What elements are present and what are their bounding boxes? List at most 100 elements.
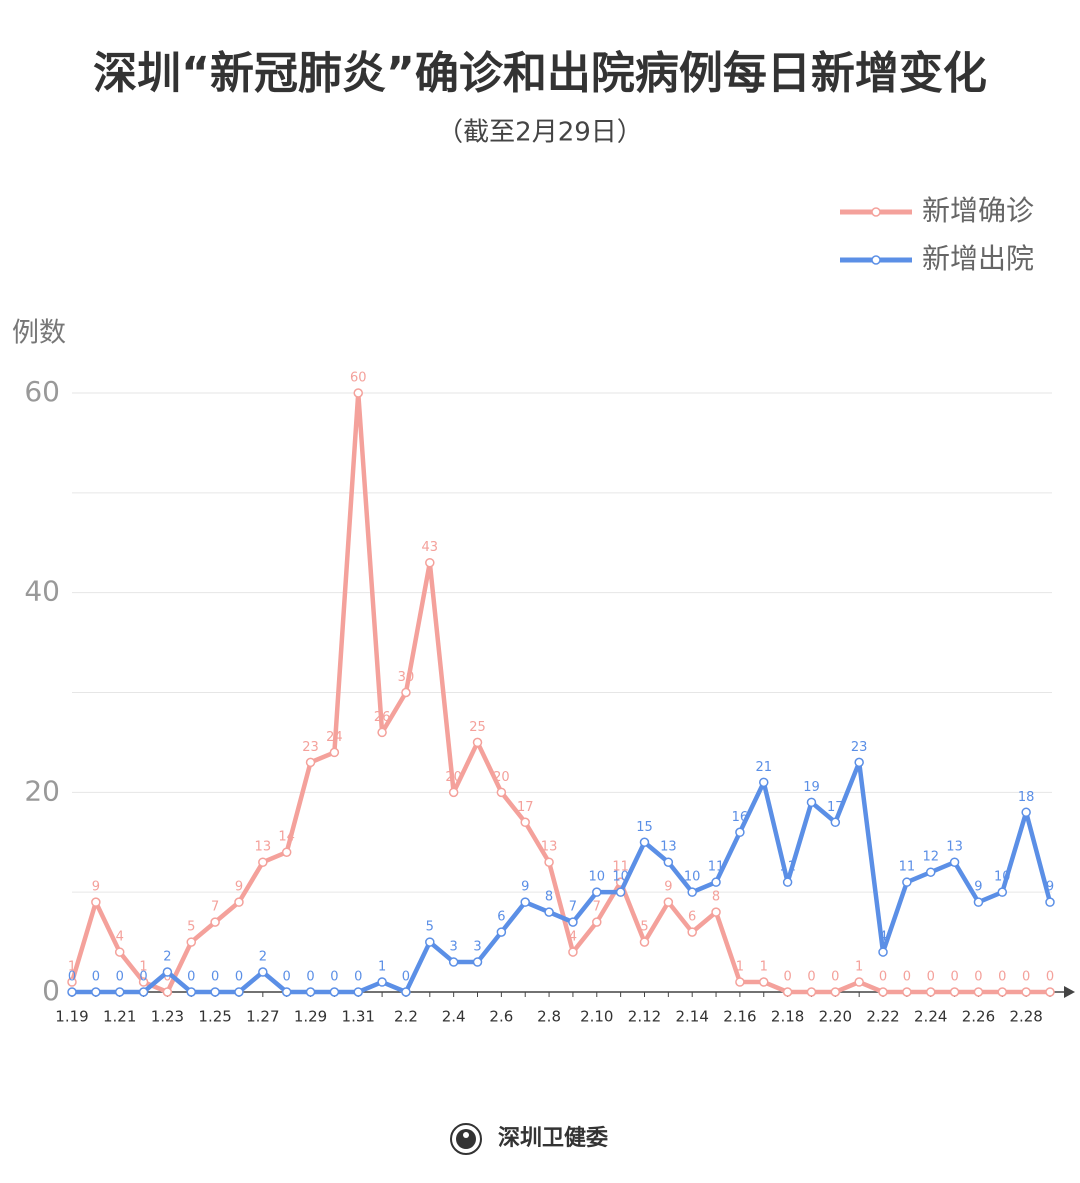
data-point	[663, 897, 674, 907]
data-label: 0	[235, 970, 243, 985]
data-label: 1	[855, 960, 863, 975]
data-label: 4	[116, 930, 124, 945]
data-label: 43	[422, 540, 439, 555]
data-point	[687, 887, 697, 897]
data-point	[138, 977, 149, 987]
source: 深圳卫健委	[498, 1125, 608, 1151]
data-point	[806, 797, 817, 808]
data-label: 15	[636, 820, 653, 835]
data-point	[91, 897, 101, 907]
data-label: 24	[326, 730, 343, 745]
data-point	[902, 877, 912, 887]
legend-marker	[871, 207, 881, 217]
data-label: 0	[92, 970, 100, 985]
data-point	[114, 987, 125, 997]
data-point	[759, 777, 769, 788]
data-point	[878, 987, 888, 997]
data-label: 2	[163, 950, 171, 965]
data-point	[162, 967, 173, 977]
data-point	[234, 987, 244, 997]
data-point	[281, 987, 292, 997]
data-label: 20	[493, 770, 510, 785]
data-point	[520, 817, 530, 828]
data-point	[949, 987, 960, 997]
data-point	[735, 827, 745, 838]
data-point	[949, 857, 960, 867]
x-tick-label: 2.12	[628, 1008, 661, 1026]
legend-label: 新增出院	[922, 242, 1034, 275]
x-axis-arrow	[1064, 986, 1075, 998]
data-label: 30	[398, 670, 415, 685]
data-label: 0	[139, 970, 147, 985]
data-label: 11	[708, 860, 725, 875]
data-label: 4	[879, 930, 887, 945]
data-point	[615, 887, 626, 897]
data-label: 0	[927, 970, 935, 985]
data-point	[854, 977, 864, 987]
data-point	[592, 887, 602, 897]
data-point	[258, 967, 268, 977]
x-tick-label: 2.4	[442, 1008, 466, 1026]
data-label: 1	[736, 960, 744, 975]
data-point	[114, 947, 125, 957]
data-point	[639, 937, 650, 947]
data-point	[544, 857, 554, 867]
data-label: 0	[974, 970, 982, 985]
data-label: 18	[1018, 790, 1035, 805]
data-point	[711, 877, 721, 887]
data-point	[854, 757, 864, 768]
data-label: 6	[497, 910, 505, 925]
data-point	[878, 947, 888, 957]
legend-label: 新增确诊	[922, 194, 1034, 227]
data-point	[234, 897, 244, 907]
data-label: 6	[688, 910, 696, 925]
chart-title: 深圳“新冠肺炎”确诊和出院病例每日新增变化	[93, 48, 987, 99]
data-label: 23	[851, 740, 868, 755]
data-label: 9	[1046, 880, 1054, 895]
data-label: 17	[517, 800, 534, 815]
data-label: 10	[589, 870, 606, 885]
data-point	[353, 388, 363, 398]
data-label: 1	[378, 960, 386, 975]
data-point	[377, 727, 387, 738]
data-point	[305, 987, 316, 997]
data-point	[568, 917, 578, 927]
data-label: 0	[783, 970, 791, 985]
data-point	[448, 787, 459, 798]
data-point	[568, 947, 578, 957]
data-point	[353, 987, 363, 997]
data-label: 0	[1022, 970, 1030, 985]
x-tick-label: 2.20	[819, 1008, 852, 1026]
data-label: 13	[946, 840, 963, 855]
data-label: 10	[612, 870, 629, 885]
x-tick-label: 1.25	[198, 1008, 231, 1026]
x-tick-label: 2.22	[866, 1008, 899, 1026]
data-point	[902, 987, 912, 997]
data-label: 0	[1046, 970, 1054, 985]
data-point	[425, 557, 435, 568]
data-point	[496, 927, 507, 937]
data-label: 0	[283, 970, 291, 985]
data-label: 13	[541, 840, 558, 855]
data-point	[377, 977, 387, 987]
data-point	[759, 977, 769, 987]
data-label: 14	[278, 830, 295, 845]
x-tick-label: 1.23	[151, 1008, 184, 1026]
data-label: 7	[569, 900, 577, 915]
data-label: 23	[302, 740, 319, 755]
data-point	[1045, 987, 1055, 997]
data-label: 5	[426, 920, 434, 935]
data-point	[711, 907, 721, 917]
x-tick-label: 2.6	[489, 1008, 513, 1026]
data-label: 60	[350, 371, 367, 386]
data-label: 8	[712, 890, 720, 905]
source-logo	[450, 1123, 482, 1155]
data-label: 13	[255, 840, 272, 855]
x-tick-label: 1.19	[55, 1008, 88, 1026]
data-point	[639, 837, 650, 847]
chart-subtitle: （截至2月29日）	[437, 118, 643, 148]
data-label: 8	[545, 890, 553, 905]
x-tick-label: 2.8	[537, 1008, 561, 1026]
data-point	[925, 987, 936, 997]
data-point	[830, 987, 841, 997]
